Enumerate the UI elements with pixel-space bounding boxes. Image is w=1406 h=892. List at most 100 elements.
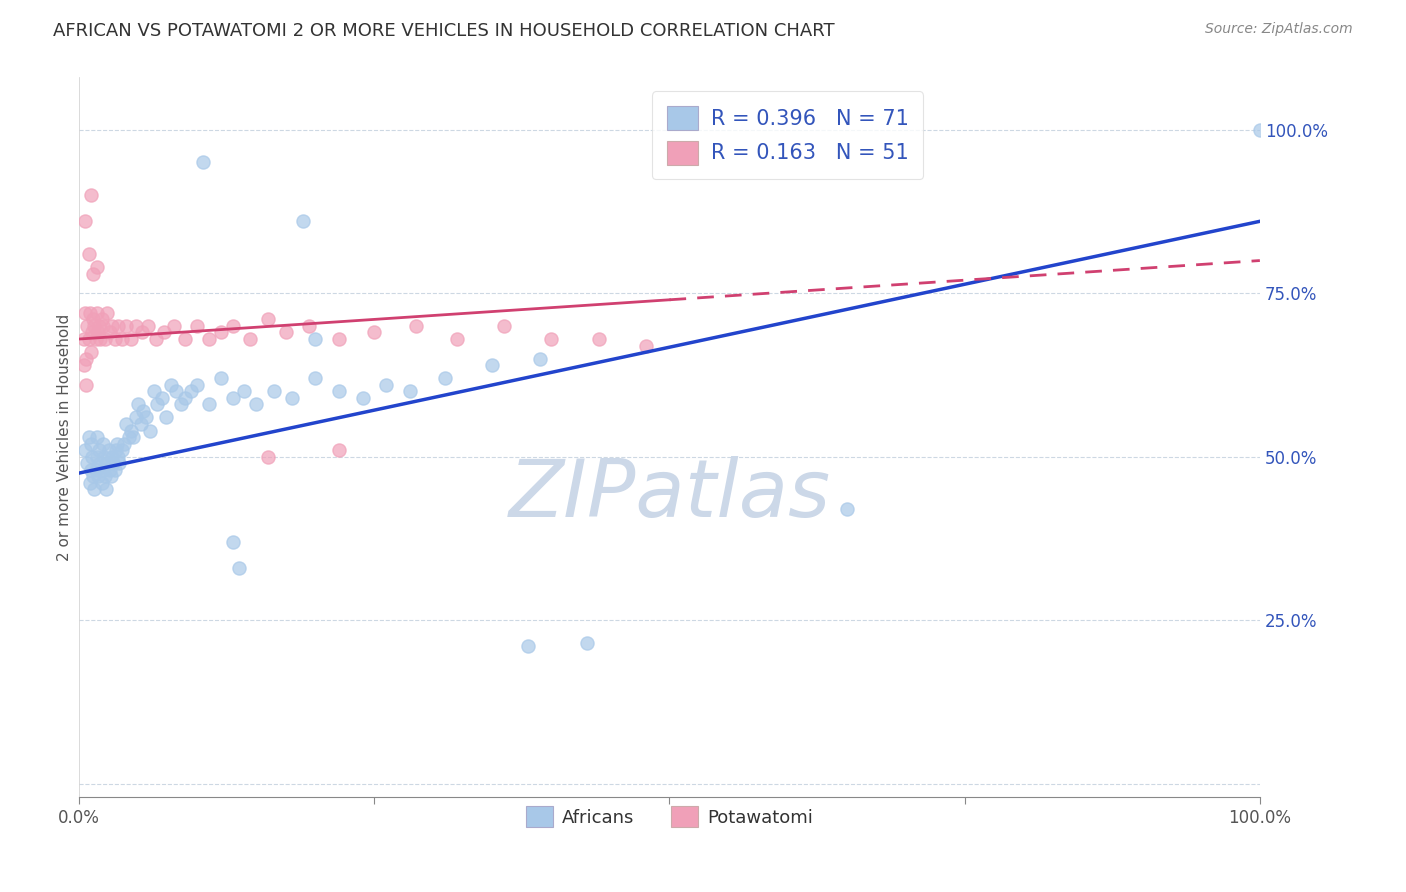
- Point: [363, 326, 385, 340]
- Point: [160, 377, 183, 392]
- Point: [89, 332, 111, 346]
- Point: [73, 214, 96, 228]
- Point: [91, 436, 114, 450]
- Point: [80, 463, 103, 477]
- Point: [174, 332, 197, 346]
- Point: [73, 332, 96, 346]
- Point: [328, 332, 350, 346]
- Point: [233, 384, 256, 399]
- Point: [103, 332, 125, 346]
- Point: [87, 326, 110, 340]
- Point: [77, 332, 100, 346]
- Point: [835, 502, 858, 516]
- Point: [112, 436, 135, 450]
- Point: [107, 318, 129, 333]
- Point: [198, 397, 221, 411]
- Point: [245, 397, 267, 411]
- Point: [239, 332, 262, 346]
- Point: [120, 424, 142, 438]
- Point: [165, 384, 187, 399]
- Point: [115, 318, 138, 333]
- Point: [86, 260, 108, 274]
- Point: [162, 318, 184, 333]
- Point: [221, 534, 243, 549]
- Point: [481, 358, 503, 372]
- Point: [198, 332, 221, 346]
- Point: [86, 450, 108, 464]
- Point: [79, 306, 101, 320]
- Point: [115, 417, 138, 431]
- Point: [93, 450, 115, 464]
- Point: [127, 397, 149, 411]
- Point: [352, 391, 374, 405]
- Point: [125, 410, 148, 425]
- Point: [494, 318, 516, 333]
- Point: [221, 318, 243, 333]
- Point: [209, 371, 232, 385]
- Point: [129, 417, 152, 431]
- Point: [96, 483, 118, 497]
- Point: [446, 332, 468, 346]
- Text: AFRICAN VS POTAWATOMI 2 OR MORE VEHICLES IN HOUSEHOLD CORRELATION CHART: AFRICAN VS POTAWATOMI 2 OR MORE VEHICLES…: [53, 22, 835, 40]
- Point: [80, 436, 103, 450]
- Point: [588, 332, 610, 346]
- Point: [103, 456, 125, 470]
- Point: [145, 332, 167, 346]
- Point: [125, 318, 148, 333]
- Point: [274, 326, 297, 340]
- Point: [540, 332, 562, 346]
- Point: [84, 332, 107, 346]
- Point: [90, 312, 112, 326]
- Point: [86, 306, 108, 320]
- Point: [118, 430, 141, 444]
- Point: [180, 384, 202, 399]
- Point: [94, 332, 117, 346]
- Point: [150, 391, 173, 405]
- Point: [77, 430, 100, 444]
- Y-axis label: 2 or more Vehicles in Household: 2 or more Vehicles in Household: [58, 313, 72, 561]
- Point: [529, 351, 551, 366]
- Point: [257, 312, 280, 326]
- Point: [186, 377, 208, 392]
- Point: [209, 326, 232, 340]
- Point: [405, 318, 427, 333]
- Point: [280, 391, 302, 405]
- Point: [73, 358, 96, 372]
- Point: [73, 443, 96, 458]
- Point: [90, 475, 112, 490]
- Point: [191, 155, 214, 169]
- Point: [105, 436, 128, 450]
- Point: [304, 332, 326, 346]
- Point: [104, 443, 127, 458]
- Point: [97, 443, 120, 458]
- Point: [82, 312, 104, 326]
- Point: [101, 318, 124, 333]
- Point: [169, 397, 191, 411]
- Point: [122, 430, 145, 444]
- Point: [82, 469, 104, 483]
- Point: [153, 326, 176, 340]
- Point: [131, 326, 153, 340]
- Point: [87, 469, 110, 483]
- Point: [75, 351, 97, 366]
- Point: [107, 450, 129, 464]
- Point: [516, 640, 538, 654]
- Point: [83, 318, 105, 333]
- Point: [328, 443, 350, 458]
- Point: [77, 247, 100, 261]
- Text: ZIPatlas: ZIPatlas: [509, 456, 831, 533]
- Point: [98, 326, 121, 340]
- Point: [82, 267, 104, 281]
- Point: [101, 450, 124, 464]
- Point: [328, 384, 350, 399]
- Legend: Africans, Potawatomi: Africans, Potawatomi: [519, 799, 820, 835]
- Point: [298, 318, 321, 333]
- Point: [91, 318, 114, 333]
- Point: [91, 463, 114, 477]
- Point: [146, 397, 169, 411]
- Point: [80, 188, 103, 202]
- Point: [98, 463, 121, 477]
- Point: [96, 306, 118, 320]
- Point: [375, 377, 398, 392]
- Point: [89, 443, 111, 458]
